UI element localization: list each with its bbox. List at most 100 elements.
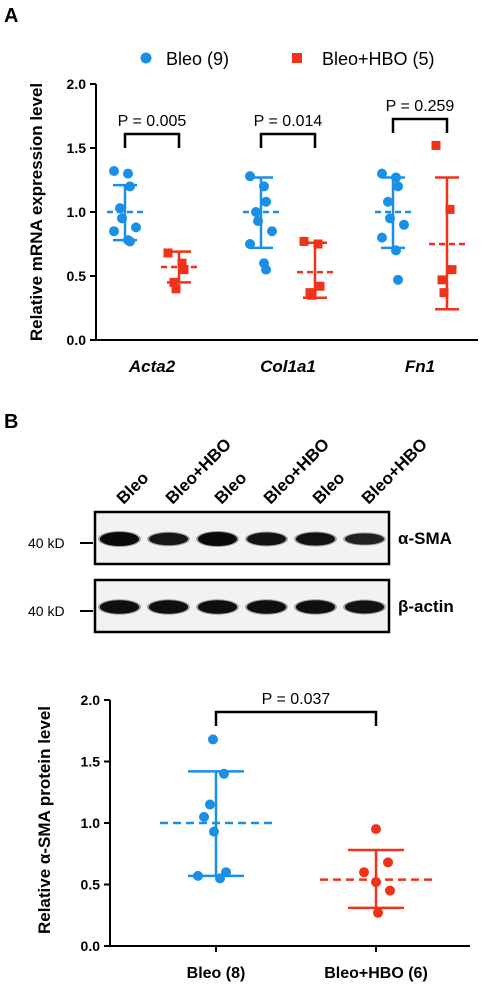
lane-label: Bleo — [309, 468, 348, 507]
data-point — [377, 232, 387, 243]
data-point — [399, 219, 409, 230]
blot-band — [99, 600, 140, 614]
kd-marker-label: 40 kD — [28, 535, 65, 551]
data-point — [109, 226, 119, 237]
blot-band — [344, 533, 385, 545]
data-point — [177, 258, 187, 268]
data-point — [299, 236, 309, 246]
protein-y-tick-label: 0.0 — [81, 938, 101, 954]
legend-marker-bleo — [140, 52, 152, 64]
data-point — [383, 857, 393, 868]
data-point — [371, 877, 381, 888]
data-point — [221, 867, 231, 878]
significance-bracket — [214, 710, 378, 726]
data-point — [209, 826, 219, 837]
blot-band — [344, 600, 385, 614]
data-point — [251, 207, 261, 217]
data-point — [109, 166, 119, 177]
group-label: Bleo (8) — [187, 965, 246, 982]
data-point — [307, 290, 317, 300]
blot-frame — [93, 510, 391, 566]
data-point — [131, 222, 141, 233]
data-point — [171, 284, 181, 294]
group-label: Bleo+HBO (6) — [324, 965, 428, 982]
significance-bracket — [391, 117, 449, 133]
data-point — [445, 204, 455, 214]
mrna-y-tick-label: 1.0 — [67, 204, 87, 220]
data-point — [245, 171, 255, 182]
data-point — [179, 265, 189, 275]
data-point — [261, 196, 271, 207]
blot-band — [99, 532, 140, 546]
blot-band — [246, 532, 287, 546]
blot-band — [148, 532, 189, 546]
data-point — [393, 181, 403, 192]
gene-label: Fn1 — [405, 357, 435, 376]
data-point — [205, 799, 215, 810]
blot-row-label: β-actin — [398, 597, 454, 616]
data-point — [267, 226, 277, 237]
protein-y-tick-label: 1.0 — [81, 815, 101, 831]
blot-band — [197, 532, 238, 546]
data-point — [371, 824, 381, 835]
data-point — [199, 811, 209, 822]
lane-label: Bleo — [113, 468, 152, 507]
data-point — [125, 236, 135, 247]
protein-y-tick-label: 2.0 — [81, 692, 101, 708]
data-point — [313, 239, 323, 249]
data-point — [259, 181, 269, 192]
data-point — [391, 172, 401, 183]
data-point — [315, 281, 325, 291]
data-point — [219, 768, 229, 779]
legend-label-hbo: Bleo+HBO (5) — [322, 49, 435, 69]
blot-frame — [93, 578, 391, 634]
significance-bracket — [123, 132, 181, 148]
data-point — [383, 196, 393, 207]
lane-label: Bleo+HBO — [358, 435, 431, 508]
data-point — [215, 873, 225, 884]
data-point — [391, 245, 401, 256]
data-point — [125, 181, 135, 192]
significance-bracket — [259, 132, 317, 148]
p-value-label: P = 0.259 — [386, 98, 455, 115]
data-point — [261, 264, 271, 275]
protein-y-axis-label: Relative α-SMA protein level — [35, 706, 54, 934]
panel-b-label: B — [4, 411, 18, 433]
data-point — [373, 907, 383, 918]
data-point — [385, 213, 395, 224]
data-point — [437, 275, 447, 285]
legend-label-bleo: Bleo (9) — [166, 49, 229, 69]
blot-row-label: α-SMA — [398, 529, 452, 548]
data-point — [123, 168, 133, 179]
protein-chart: Relative α-SMA protein level 0.0 0.5 1.0 1.… — [35, 691, 470, 982]
p-value-label: P = 0.005 — [118, 113, 187, 130]
data-point — [377, 168, 387, 179]
data-point — [245, 239, 255, 249]
data-point — [253, 215, 263, 226]
lane-label: Bleo — [211, 468, 250, 507]
mrna-chart: Relative mRNA expression level Bleo (9) … — [27, 49, 478, 376]
gene-label: Acta2 — [128, 357, 176, 376]
blot-band — [246, 600, 287, 614]
blot-band — [295, 532, 336, 546]
mrna-y-tick-label: 2.0 — [67, 76, 87, 92]
kd-marker-label: 40 kD — [28, 603, 65, 619]
data-point — [163, 248, 173, 258]
data-point — [385, 885, 395, 896]
mrna-y-tick-label: 1.5 — [67, 140, 87, 156]
data-point — [359, 867, 369, 878]
data-point — [193, 870, 203, 881]
data-point — [115, 203, 125, 214]
legend-marker-hbo — [292, 53, 302, 63]
blot-band — [197, 600, 238, 614]
blot-band — [295, 600, 336, 614]
mrna-y-tick-label: 0.0 — [67, 332, 87, 348]
data-point — [431, 140, 441, 150]
data-point — [439, 288, 449, 298]
data-point — [169, 277, 179, 287]
protein-y-tick-label: 0.5 — [81, 877, 101, 893]
panel-a-label: A — [4, 5, 18, 27]
protein-y-tick-label: 1.5 — [81, 754, 101, 770]
